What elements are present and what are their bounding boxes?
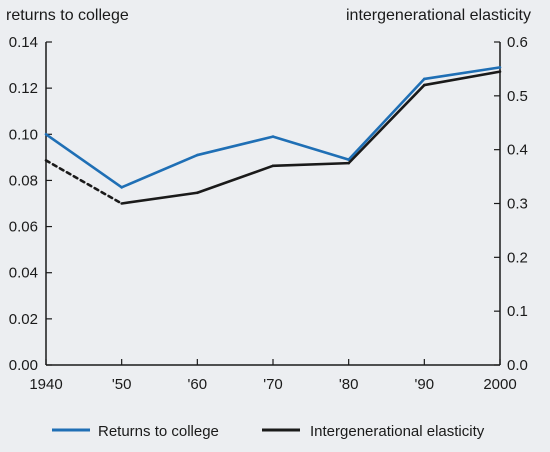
right-tick-label: 0.6 (507, 34, 528, 51)
left-tick-label: 0.10 (9, 126, 38, 143)
returns-to-college-segment (271, 135, 350, 161)
axes: 0.00 0.02 0.04 0.06 0.08 0.10 0.12 0.14 0.0 0.1 0.… (9, 34, 528, 393)
right-tick-label: 0.5 (507, 88, 528, 105)
right-axis-title: intergenerational elasticity (346, 7, 531, 24)
series-lines (44, 66, 502, 205)
legend: Returns to college Intergenerational elas… (52, 423, 485, 440)
left-tick-label: 0.12 (9, 80, 38, 97)
left-tick-label: 0.02 (9, 311, 38, 328)
x-tick-label: 1940 (29, 376, 62, 393)
right-tick-label: 0.3 (507, 196, 528, 213)
returns-to-college-segment (196, 135, 275, 157)
left-tick-label: 0.04 (9, 265, 38, 282)
returns-to-college-segment (423, 66, 502, 81)
right-tick-label: 0.2 (507, 249, 528, 266)
left-tick-label: 0.14 (9, 34, 38, 51)
x-tick-label: '80 (339, 376, 359, 393)
intergenerational-elasticity-segment (44, 159, 123, 205)
right-tick-label: 0.1 (507, 303, 528, 320)
left-tick-label: 0.00 (9, 357, 38, 374)
right-tick-label: 0.4 (507, 142, 528, 159)
x-tick-label: '60 (188, 376, 208, 393)
intergenerational-elasticity-segment (347, 83, 426, 165)
returns-to-college-segment (120, 153, 199, 189)
returns-to-college-segment (44, 132, 123, 189)
x-tick-label: '90 (415, 376, 435, 393)
x-tick-label: '70 (263, 376, 283, 393)
returns-to-college-segment (347, 77, 426, 161)
intergenerational-elasticity-segment (196, 164, 275, 195)
intergenerational-elasticity-segment (423, 70, 502, 87)
left-tick-label: 0.06 (9, 219, 38, 236)
intergenerational-elasticity-segment (271, 161, 350, 168)
legend-label-returns-to-college: Returns to college (98, 423, 219, 440)
legend-label-intergenerational-elasticity: Intergenerational elasticity (310, 423, 485, 440)
intergenerational-elasticity-segment (120, 191, 199, 205)
left-tick-label: 0.08 (9, 172, 38, 189)
x-tick-label: '50 (112, 376, 132, 393)
right-tick-label: 0.0 (507, 357, 528, 374)
left-axis-title: returns to college (6, 7, 129, 24)
x-tick-label: 2000 (483, 376, 516, 393)
